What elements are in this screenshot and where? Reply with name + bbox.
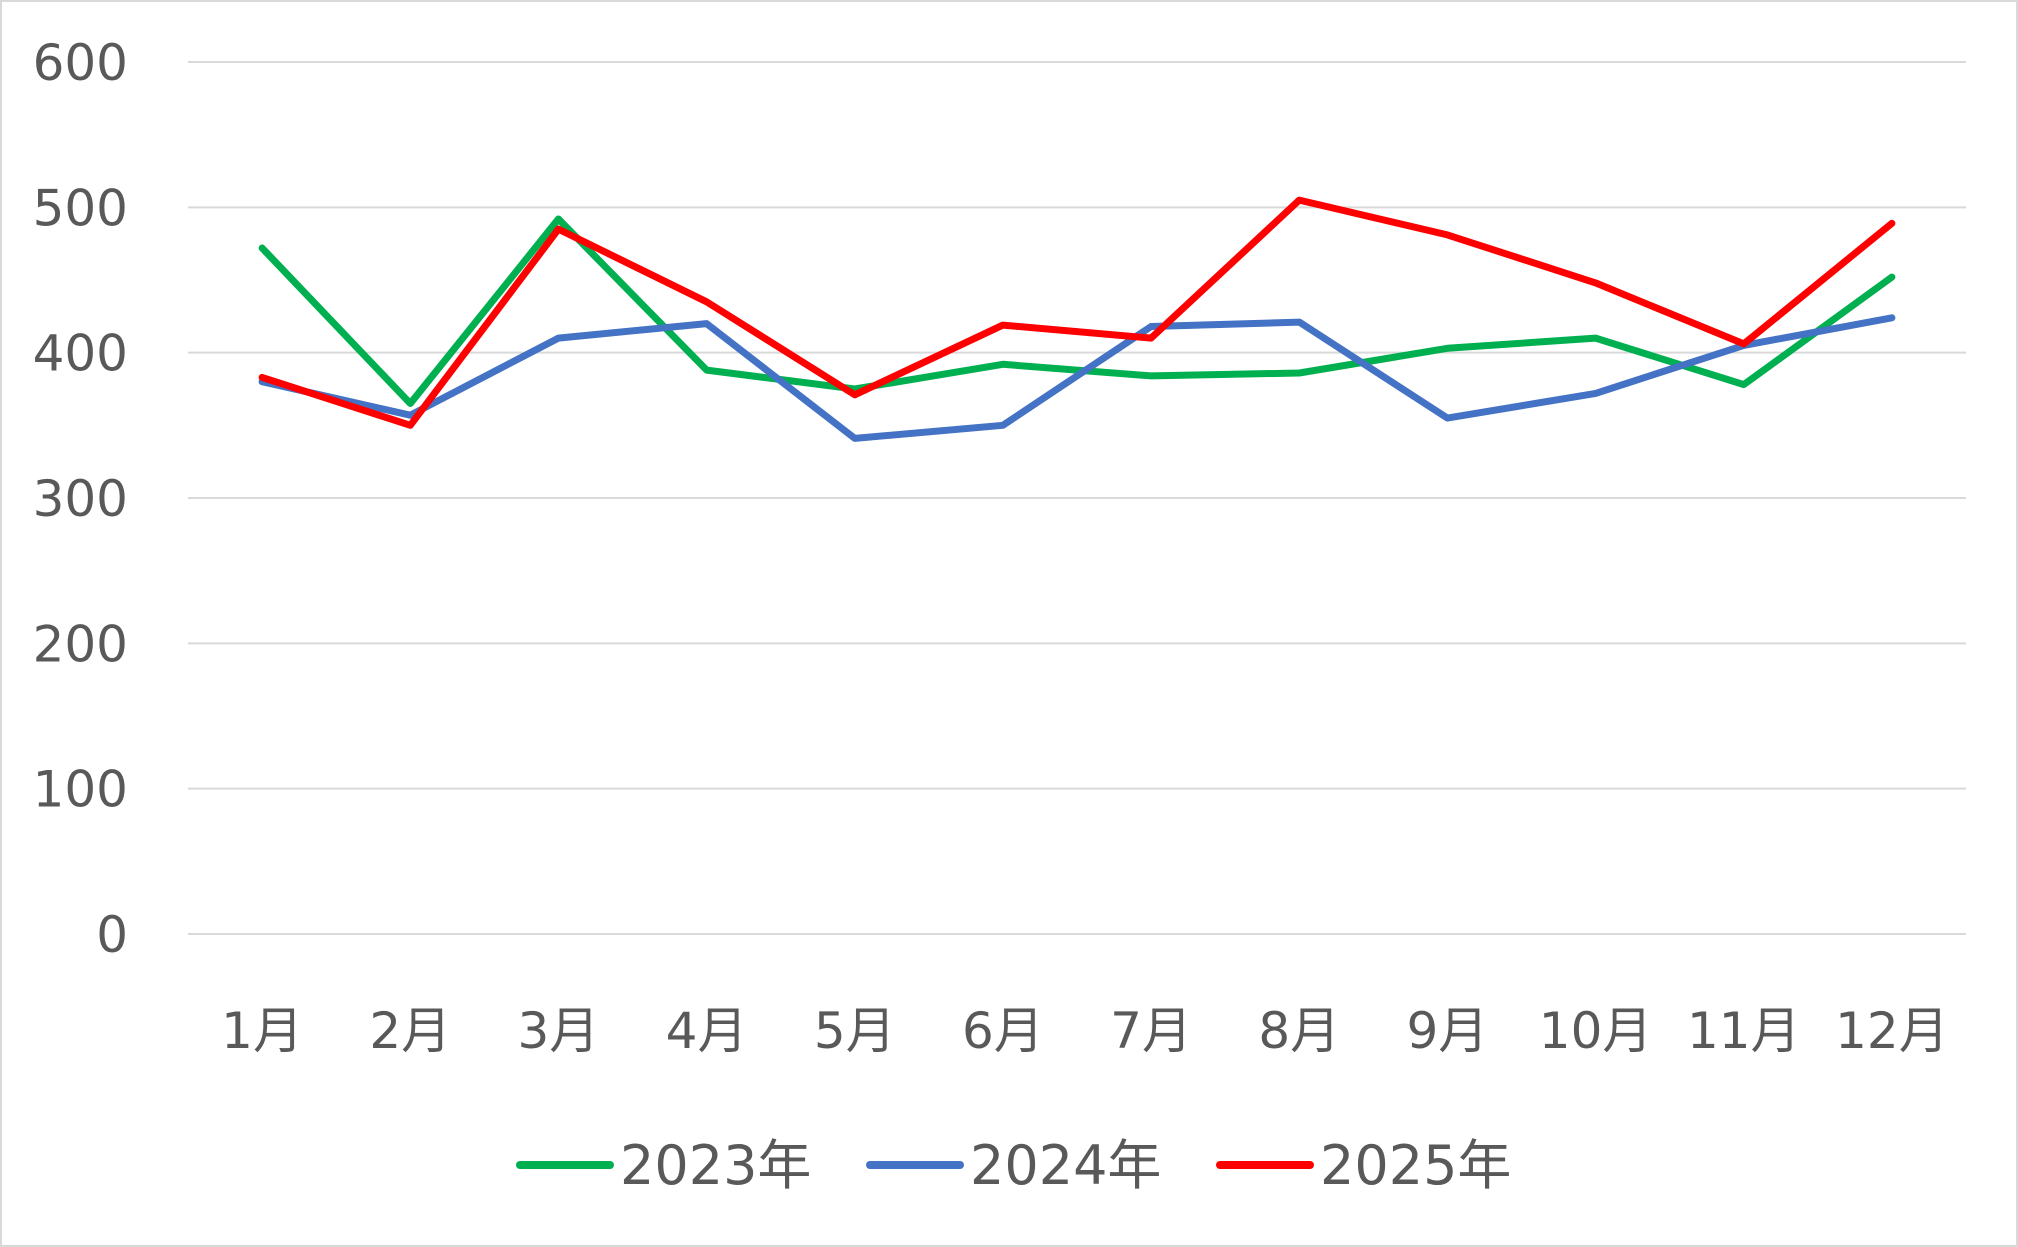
x-tick-label: 7月	[1110, 1002, 1192, 1060]
y-tick-label: 100	[33, 761, 128, 819]
y-tick-label: 400	[33, 325, 128, 383]
series-line	[258, 215, 1896, 407]
x-axis-tick-labels: 1月 2月 3月 4月 5月 6月 7月 8月 9月 10月 11月 12月	[221, 1002, 1949, 1060]
x-tick-label: 4月	[666, 1002, 748, 1060]
y-tick-label: 0	[96, 906, 128, 964]
x-tick-label: 10月	[1539, 1002, 1653, 1060]
x-tick-label: 2月	[369, 1002, 451, 1060]
legend-label: 2024年	[970, 1134, 1161, 1197]
x-tick-label: 5月	[814, 1002, 896, 1060]
x-tick-label: 1月	[221, 1002, 303, 1060]
y-axis-tick-labels: 0 100 200 300 400 500 600	[33, 34, 128, 964]
y-tick-label: 200	[33, 615, 128, 673]
legend-label: 2023年	[620, 1134, 811, 1197]
legend-label: 2025年	[1320, 1134, 1511, 1197]
x-tick-label: 8月	[1258, 1002, 1340, 1060]
series-line	[258, 314, 1896, 442]
gridlines	[188, 61, 1966, 935]
series-lines	[258, 196, 1896, 442]
series-line	[258, 196, 1896, 429]
x-tick-label: 9月	[1407, 1002, 1489, 1060]
y-tick-label: 500	[33, 179, 128, 237]
y-tick-label: 600	[33, 34, 128, 92]
x-tick-label: 12月	[1835, 1002, 1949, 1060]
x-tick-label: 11月	[1687, 1002, 1801, 1060]
x-tick-label: 6月	[962, 1002, 1044, 1060]
x-tick-label: 3月	[518, 1002, 600, 1060]
legend: 2023年 2024年 2025年	[516, 1134, 1511, 1197]
y-tick-label: 300	[33, 470, 128, 528]
